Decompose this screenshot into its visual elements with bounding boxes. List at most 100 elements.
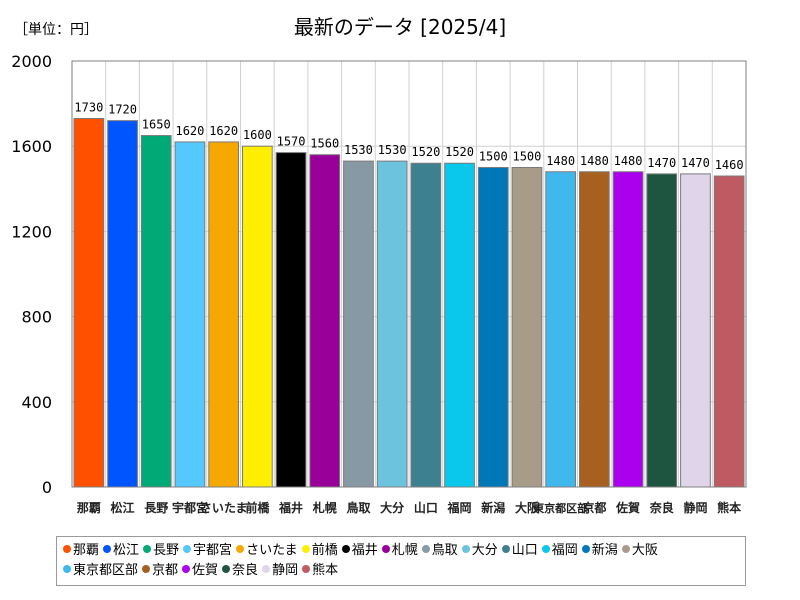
x-tick-label: 静岡	[683, 500, 707, 515]
bar-value-label: 1560	[310, 137, 339, 151]
legend-item: 福岡	[541, 541, 578, 561]
legend-swatch-icon	[262, 565, 271, 573]
x-tick-label: 大分	[380, 500, 404, 515]
legend-label: 山口	[511, 543, 538, 558]
bar-4	[208, 141, 240, 488]
legend-label: 福岡	[551, 543, 578, 558]
legend-item: 鳥取	[421, 541, 458, 561]
bar-value-label: 1480	[546, 154, 575, 168]
bar-value-label: 1530	[378, 143, 407, 157]
bar-value-label: 1460	[715, 158, 744, 172]
bars	[73, 118, 745, 488]
bar-8	[343, 160, 374, 488]
legend-label: 静岡	[272, 563, 299, 578]
legend-label: 大阪	[631, 543, 658, 558]
legend-swatch-icon	[63, 565, 71, 573]
x-tick-label: 札幌	[312, 500, 337, 515]
bar-17	[646, 173, 678, 488]
bar-0	[73, 118, 105, 488]
legend-item: 静岡	[262, 561, 298, 581]
bar-value-label: 1620	[175, 124, 204, 138]
legend-label: 鳥取	[431, 543, 458, 558]
legend-item: 東京都区部	[63, 561, 138, 581]
x-tick-label: 那覇	[77, 501, 101, 515]
legend-item: 大阪	[621, 541, 658, 561]
x-tick-label: 大阪	[515, 500, 540, 515]
bar-13	[511, 167, 543, 488]
legend-label: 佐賀	[192, 563, 219, 578]
legend-item: 大分	[461, 541, 498, 561]
bar-3	[174, 141, 206, 488]
x-tick-label: 山口	[414, 500, 438, 515]
bar-value-label: 1520	[411, 145, 440, 159]
legend-swatch-icon	[182, 565, 191, 573]
legend-item: 京都	[142, 561, 178, 581]
bar-2	[140, 135, 172, 488]
y-axis: 0 400 800 1200 1600 2000	[11, 52, 52, 497]
legend-label: 長野	[153, 543, 180, 558]
legend-item: 松江	[103, 541, 139, 561]
legend-swatch-icon	[301, 545, 310, 553]
legend-label: 福井	[351, 543, 378, 558]
legend-swatch-icon	[183, 545, 192, 553]
legend-item: 熊本	[302, 561, 338, 581]
bar-value-label: 1480	[614, 154, 643, 168]
y-tick-label: 1200	[11, 222, 52, 241]
legend-swatch-icon	[381, 545, 390, 553]
bar-value-label: 1470	[681, 156, 710, 170]
legend-swatch-icon	[421, 545, 430, 553]
bar-18	[680, 173, 711, 488]
legend-swatch-icon	[581, 545, 590, 553]
legend-swatch-icon	[142, 565, 151, 573]
legend-item: 新潟	[581, 541, 618, 561]
y-tick-label: 1600	[11, 137, 52, 156]
bar-value-label: 1730	[74, 101, 103, 115]
legend-item: 福井	[341, 541, 378, 561]
legend-item: さいたま	[236, 541, 298, 561]
y-tick-label: 400	[21, 393, 52, 412]
bar-7	[309, 154, 341, 488]
x-tick-label: 奈良	[649, 500, 674, 515]
x-tick-label: 長野	[144, 500, 168, 515]
legend-swatch-icon	[501, 545, 510, 553]
x-tick-label: 前橋	[245, 500, 270, 515]
legend-item: 奈良	[222, 561, 258, 581]
bar-1	[107, 120, 138, 488]
y-tick-label: 2000	[11, 52, 52, 71]
grid-lines	[71, 60, 746, 488]
legend-item: 宇都宮	[183, 541, 232, 561]
legend-label: 奈良	[232, 563, 259, 578]
legend-swatch-icon	[541, 545, 550, 553]
legend-label: 東京都区部	[73, 563, 139, 578]
x-tick-label: 松江	[111, 500, 135, 515]
legend-label: 新潟	[591, 543, 618, 558]
bar-12	[477, 167, 509, 488]
x-tick-label: 鳥取	[346, 500, 370, 515]
legend-label: さいたま	[246, 543, 298, 558]
legend-swatch-icon	[143, 545, 152, 553]
x-tick-label: 福岡	[447, 500, 472, 515]
legend-swatch-icon	[103, 545, 112, 553]
bar-value-label: 1570	[277, 135, 306, 149]
legend-swatch-icon	[63, 545, 71, 553]
plot-frame	[71, 60, 747, 488]
bar-16	[612, 171, 644, 488]
bar-value-label: 1500	[512, 150, 541, 164]
y-tick-label: 800	[21, 308, 52, 327]
bar-9	[376, 160, 408, 488]
bar-value-label: 1600	[243, 128, 272, 142]
legend-swatch-icon	[302, 565, 311, 573]
y-tick-label: 0	[42, 478, 52, 497]
legend-label: 松江	[113, 543, 140, 558]
x-tick-label: 宇都宮	[172, 500, 208, 515]
legend-swatch-icon	[236, 545, 245, 553]
bar-value-label: 1620	[209, 124, 238, 138]
bar-15	[579, 171, 610, 488]
bar-value-label: 1470	[647, 156, 676, 170]
legend: 那覇 松江 長野 宇都宮 さいたま 前橋 福井 札幌 鳥取 大分 山口 福岡 新潟 大阪東京都区部 京都 佐賀…	[56, 536, 746, 586]
bar-value-label: 1500	[479, 150, 508, 164]
bar-5	[242, 145, 273, 488]
bar-value-labels: 1730 1720 1650 1620 1620 1600 1570 1560 1530 1530…	[74, 101, 743, 173]
legend-item: 佐賀	[182, 561, 218, 581]
unit-label: ［単位：円］	[14, 22, 98, 38]
